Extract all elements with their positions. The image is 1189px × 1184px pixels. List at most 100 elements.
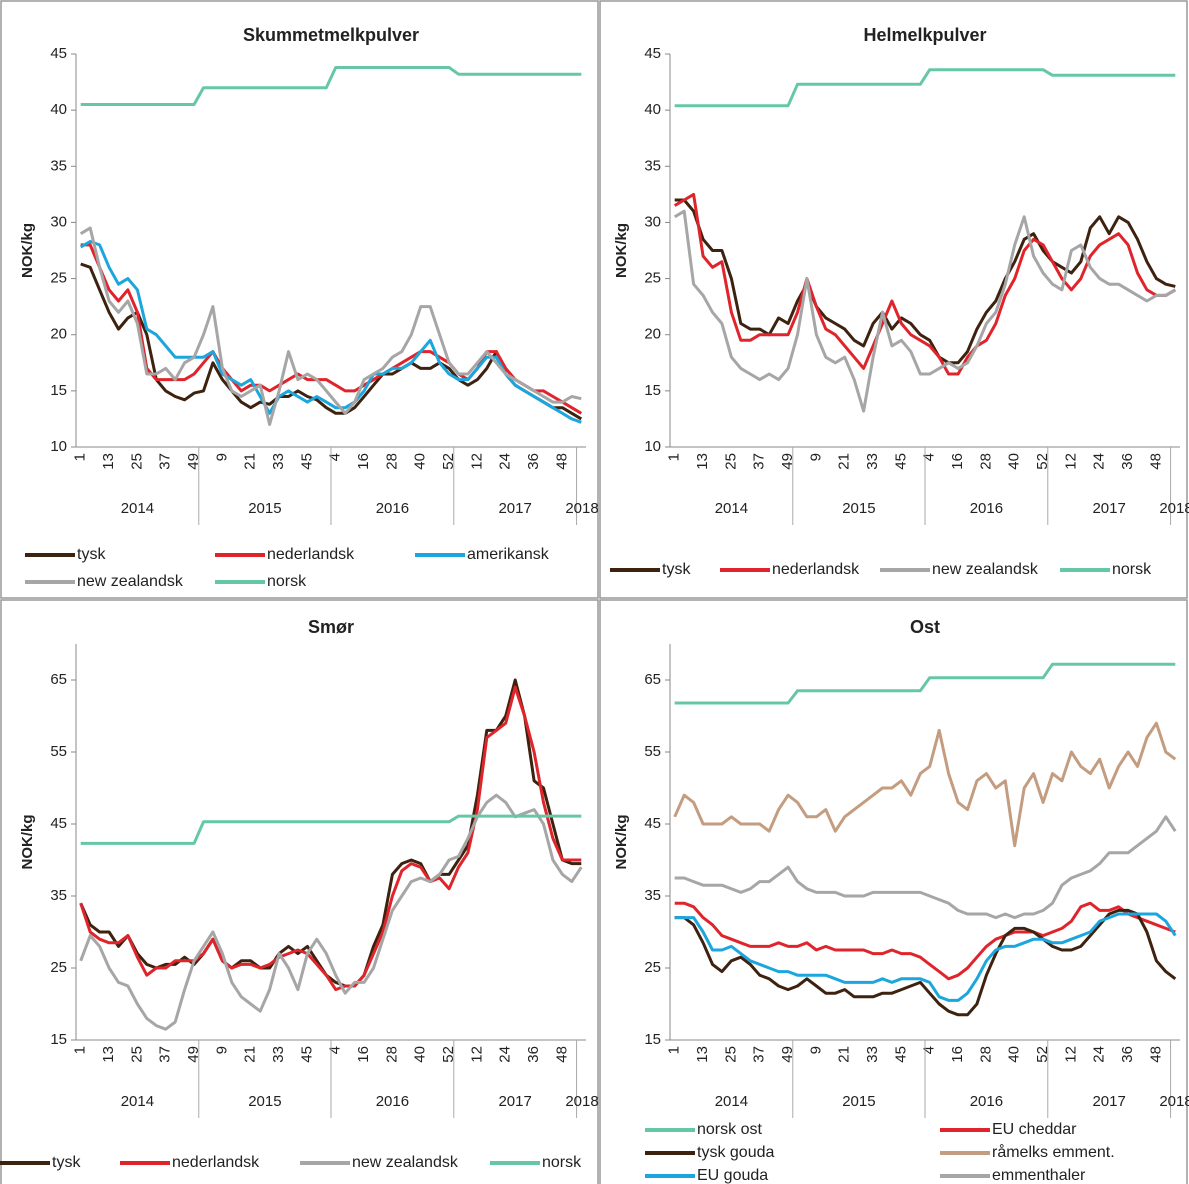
- x-tick-label: 33: [864, 453, 881, 470]
- legend-label: emmenthaler: [992, 1167, 1086, 1184]
- panel-border: [0, 599, 599, 1184]
- x-tick-label: 1: [72, 453, 89, 461]
- x-tick-label: 40: [1006, 1046, 1023, 1063]
- x-tick-label: 21: [836, 453, 853, 470]
- x-tick-label: 12: [468, 1046, 485, 1063]
- data-line: [674, 901, 1176, 981]
- x-tick-label: 16: [355, 453, 372, 470]
- data-line: [80, 243, 583, 415]
- y-tick-label: 15: [644, 382, 661, 399]
- x-tick-label: 13: [694, 453, 711, 470]
- x-tick-label: 52: [1034, 453, 1051, 470]
- year-label: 2015: [248, 500, 281, 517]
- y-tick-label: 10: [50, 438, 67, 455]
- y-tick-label: 65: [644, 671, 661, 688]
- year-label: 2018: [565, 500, 598, 517]
- x-tick-label: 1: [666, 1046, 683, 1054]
- x-tick-label: 12: [468, 453, 485, 470]
- year-label: 2015: [842, 500, 875, 517]
- legend-label: tysk: [662, 561, 691, 578]
- x-tick-label: 36: [1119, 453, 1136, 470]
- chart-title: Skummetmelkpulver: [243, 25, 419, 45]
- y-tick-label: 35: [644, 887, 661, 904]
- year-label: 2016: [376, 1093, 409, 1110]
- x-tick-label: 28: [383, 1046, 400, 1063]
- x-tick-label: 16: [949, 453, 966, 470]
- x-tick-label: 40: [1006, 453, 1023, 470]
- y-tick-label: 45: [50, 45, 67, 62]
- y-tick-label: 25: [50, 270, 67, 287]
- year-label: 2015: [842, 1093, 875, 1110]
- y-tick-label: 30: [644, 213, 661, 230]
- x-tick-label: 37: [157, 453, 174, 470]
- legend-label: norsk: [267, 573, 307, 590]
- x-tick-label: 9: [213, 1046, 230, 1054]
- legend-label: new zealandsk: [352, 1154, 459, 1171]
- legend-label: EU cheddar: [992, 1121, 1077, 1138]
- data-line: [79, 240, 582, 424]
- x-tick-label: 36: [525, 453, 542, 470]
- year-label: 2014: [121, 1093, 154, 1110]
- x-tick-label: 4: [921, 453, 938, 461]
- chart-title: Ost: [910, 617, 940, 637]
- x-tick-label: 9: [213, 453, 230, 461]
- legend-label: nederlandsk: [172, 1154, 260, 1171]
- x-tick-label: 25: [128, 453, 145, 470]
- x-tick-label: 33: [270, 1046, 287, 1063]
- y-axis-label: NOK/kg: [19, 814, 36, 869]
- x-tick-label: 24: [1091, 453, 1108, 470]
- chart: Helmelkpulver NOK/kg 10 15 20 25 30 35 40 45 1 13 25…: [610, 25, 1189, 578]
- y-tick-label: 20: [644, 326, 661, 343]
- legend-label: new zealandsk: [77, 573, 184, 590]
- x-tick-label: 37: [751, 1046, 768, 1063]
- year-label: 2014: [715, 500, 748, 517]
- y-tick-label: 25: [644, 270, 661, 287]
- y-tick-label: 35: [50, 887, 67, 904]
- year-label: 2018: [565, 1093, 598, 1110]
- x-tick-label: 36: [525, 1046, 542, 1063]
- x-tick-label: 25: [722, 1046, 739, 1063]
- x-tick-label: 45: [892, 1046, 909, 1063]
- legend-label: new zealandsk: [932, 561, 1039, 578]
- x-tick-label: 48: [553, 1046, 570, 1063]
- x-tick-label: 49: [779, 1046, 796, 1063]
- legend-label: råmelks emment.: [992, 1143, 1115, 1161]
- chart: Skummetmelkpulver NOK/kg 10 15 20 25 30 35 40 45 1…: [19, 25, 599, 590]
- y-tick-label: 40: [50, 101, 67, 118]
- y-tick-label: 25: [644, 959, 661, 976]
- x-tick-label: 28: [977, 1046, 994, 1063]
- data-line: [80, 814, 582, 845]
- data-line: [674, 662, 1176, 705]
- legend-label: norsk: [542, 1154, 582, 1171]
- x-tick-label: 24: [497, 453, 514, 470]
- legend-label: nederlandsk: [772, 561, 860, 578]
- data-line: [674, 68, 1176, 108]
- legend-label: EU gouda: [697, 1167, 768, 1184]
- y-tick-label: 30: [50, 213, 67, 230]
- panel-border: [0, 0, 599, 599]
- legend-label: tysk: [52, 1154, 81, 1171]
- panel-border: [599, 0, 1188, 599]
- x-tick-label: 12: [1062, 1046, 1079, 1063]
- x-tick-label: 45: [298, 1046, 315, 1063]
- y-tick-label: 25: [50, 959, 67, 976]
- y-axis-label: NOK/kg: [613, 814, 630, 869]
- x-tick-label: 37: [157, 1046, 174, 1063]
- y-tick-label: 15: [50, 382, 67, 399]
- y-tick-label: 55: [644, 743, 661, 760]
- x-tick-label: 33: [270, 453, 287, 470]
- year-label: 2014: [715, 1093, 748, 1110]
- data-line: [79, 685, 582, 992]
- chart: Ost NOK/kg 15 25 35 45 55 65 1 13 25 37 49 9 21 33 45 4 16…: [613, 617, 1189, 1184]
- x-tick-label: 52: [440, 1046, 457, 1063]
- x-tick-label: 13: [100, 1046, 117, 1063]
- y-tick-label: 55: [50, 743, 67, 760]
- data-line: [673, 721, 1177, 848]
- x-tick-label: 4: [327, 1046, 344, 1054]
- year-label: 2018: [1159, 500, 1189, 517]
- data-line: [673, 192, 1177, 376]
- y-tick-label: 15: [644, 1031, 661, 1048]
- x-tick-label: 25: [722, 453, 739, 470]
